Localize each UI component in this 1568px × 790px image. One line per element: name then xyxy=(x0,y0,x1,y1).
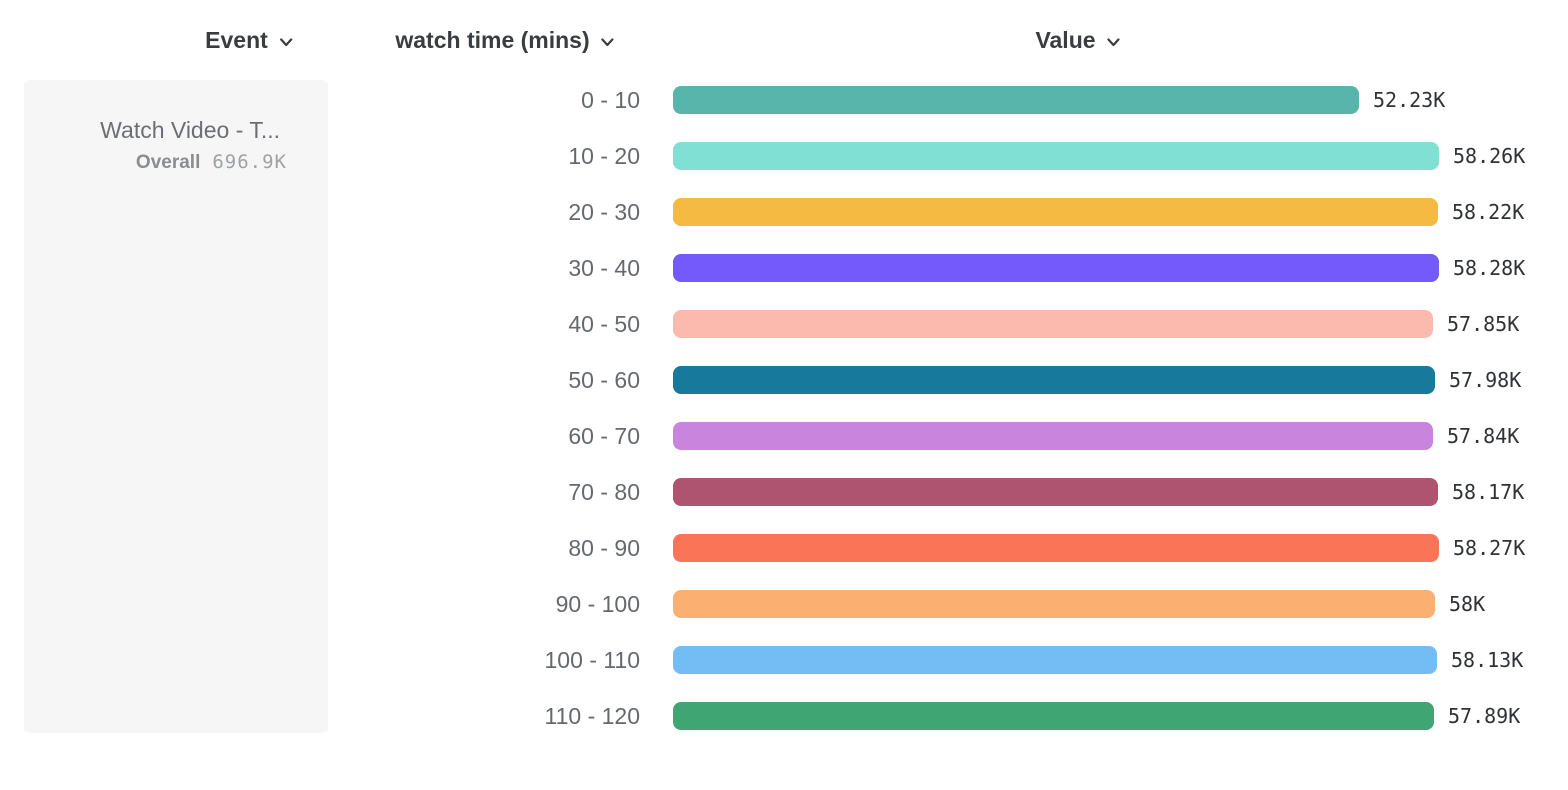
value-column-header[interactable]: Value xyxy=(1035,27,1120,54)
bar-segment[interactable] xyxy=(673,590,1435,618)
event-name: Watch Video - T... xyxy=(100,117,280,143)
bar-segment[interactable] xyxy=(673,478,1438,506)
chart-row: 40 - 50 57.85K xyxy=(0,310,1568,338)
bar-segment[interactable] xyxy=(673,534,1439,562)
category-label: 90 - 100 xyxy=(555,591,640,617)
value-label: 58.27K xyxy=(1453,536,1526,560)
bar-segment[interactable] xyxy=(673,142,1439,170)
chart-row: 70 - 80 58.17K xyxy=(0,478,1568,506)
category-label: 110 - 120 xyxy=(544,703,640,729)
event-column-label: Event xyxy=(205,27,268,53)
value-label: 52.23K xyxy=(1373,88,1446,112)
event-summary-card[interactable]: Watch Video - T... Overall 696.9K xyxy=(24,80,328,733)
category-label: 10 - 20 xyxy=(568,143,640,169)
chevron-down-icon xyxy=(1107,37,1121,47)
bar-segment[interactable] xyxy=(673,366,1435,394)
breakdown-column-header[interactable]: watch time (mins) xyxy=(395,27,614,54)
value-label: 58K xyxy=(1449,592,1486,616)
bar-segment[interactable] xyxy=(673,310,1433,338)
category-label: 0 - 10 xyxy=(581,87,640,113)
category-label: 40 - 50 xyxy=(568,311,640,337)
chart-row: 0 - 10 52.23K xyxy=(0,86,1568,114)
chart-row: 90 - 100 58K xyxy=(0,590,1568,618)
value-label: 58.17K xyxy=(1452,480,1525,504)
category-label: 80 - 90 xyxy=(568,535,640,561)
chart-row: 100 - 110 58.13K xyxy=(0,646,1568,674)
bar-segment[interactable] xyxy=(673,254,1439,282)
category-label: 50 - 60 xyxy=(568,367,640,393)
chart-row: 80 - 90 58.27K xyxy=(0,534,1568,562)
value-label: 57.84K xyxy=(1447,424,1520,448)
value-label: 58.26K xyxy=(1453,144,1526,168)
chart-row: 110 - 120 57.89K xyxy=(0,702,1568,730)
value-label: 57.85K xyxy=(1447,312,1520,336)
category-label: 60 - 70 xyxy=(568,423,640,449)
value-label: 57.89K xyxy=(1448,704,1521,728)
chart-row: 60 - 70 57.84K xyxy=(0,422,1568,450)
chart-row: 10 - 20 58.26K xyxy=(0,142,1568,170)
overall-label: Overall xyxy=(135,152,201,173)
value-label: 58.28K xyxy=(1453,256,1526,280)
value-column-label: Value xyxy=(1035,27,1096,53)
category-label: 20 - 30 xyxy=(568,199,640,225)
event-column-header[interactable]: Event xyxy=(205,27,293,54)
bar-segment[interactable] xyxy=(673,702,1434,730)
overall-value: 696.9K xyxy=(212,151,287,173)
chevron-down-icon xyxy=(279,37,293,47)
category-label: 70 - 80 xyxy=(568,479,640,505)
chevron-down-icon xyxy=(601,37,615,47)
bar-segment[interactable] xyxy=(673,198,1438,226)
bar-segment[interactable] xyxy=(673,646,1437,674)
bar-segment[interactable] xyxy=(673,86,1359,114)
bar-segment[interactable] xyxy=(673,422,1433,450)
chart-row: 30 - 40 58.28K xyxy=(0,254,1568,282)
chart-row: 50 - 60 57.98K xyxy=(0,366,1568,394)
breakdown-column-label: watch time (mins) xyxy=(395,27,590,53)
value-label: 58.22K xyxy=(1452,200,1525,224)
value-label: 57.98K xyxy=(1449,368,1522,392)
chart-row: 20 - 30 58.22K xyxy=(0,198,1568,226)
category-label: 100 - 110 xyxy=(544,647,640,673)
event-overall-row: Overall 696.9K xyxy=(24,150,328,175)
category-label: 30 - 40 xyxy=(568,255,640,281)
value-label: 58.13K xyxy=(1451,648,1524,672)
